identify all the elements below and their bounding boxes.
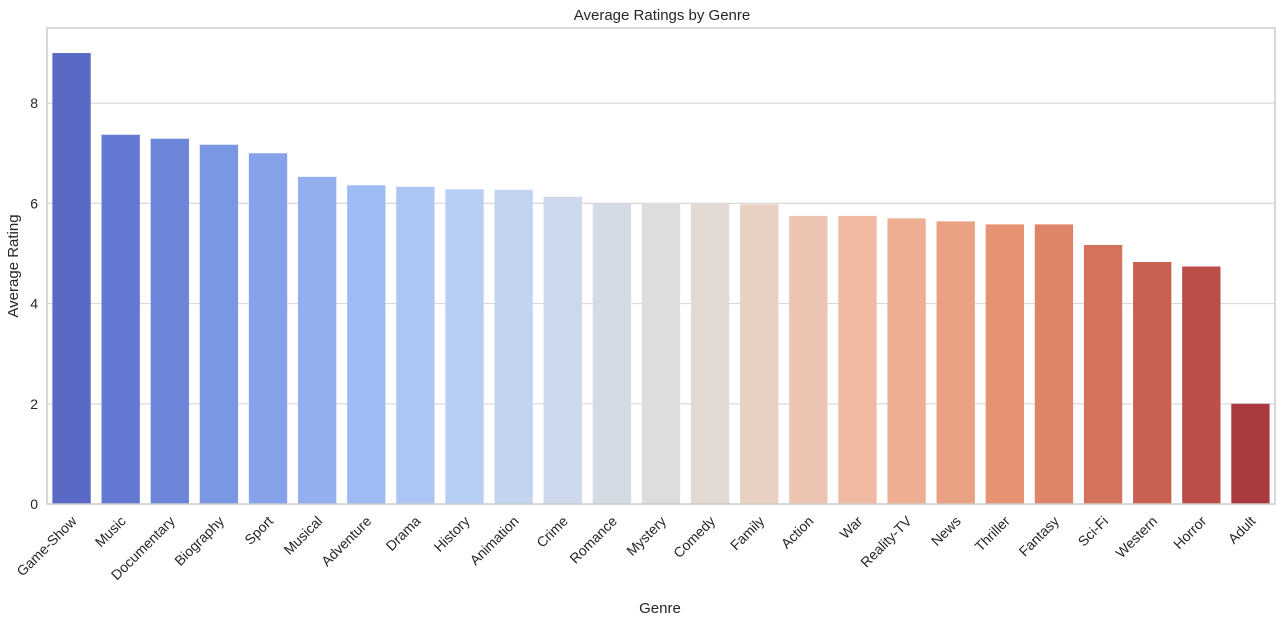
- bar-musical: [298, 176, 337, 505]
- x-tick-label: Family: [727, 513, 767, 553]
- y-tick-label: 8: [30, 95, 38, 111]
- x-tick-label: Biography: [171, 513, 227, 569]
- bar-adult: [1231, 403, 1270, 504]
- y-tick-label: 2: [30, 396, 38, 412]
- bar-family: [740, 204, 779, 504]
- bars: [52, 53, 1270, 505]
- bar-drama: [396, 186, 435, 504]
- x-tick-label: Mystery: [623, 513, 669, 559]
- x-tick-label: Western: [1112, 513, 1160, 561]
- y-tick-label: 4: [30, 296, 38, 312]
- x-tick-label: Adult: [1225, 513, 1259, 547]
- x-tick-label: History: [431, 513, 473, 555]
- x-tick-label: Music: [92, 513, 129, 550]
- x-tick-label: Musical: [280, 513, 325, 558]
- y-tick-label: 0: [30, 496, 38, 512]
- bar-fantasy: [1034, 224, 1074, 504]
- plot-frame: [46, 27, 1276, 505]
- x-tick-label: Reality-TV: [857, 512, 915, 570]
- bar-reality-tv: [887, 218, 926, 504]
- bar-crime: [543, 196, 582, 504]
- bar-sci-fi: [1083, 244, 1123, 504]
- bar-news: [936, 221, 975, 504]
- bar-documentary: [150, 138, 189, 504]
- x-tick-label: News: [928, 513, 964, 549]
- x-tick-label: Adventure: [318, 513, 375, 570]
- x-tick-label: Comedy: [670, 513, 718, 561]
- chart-title: Average Ratings by Genre: [574, 7, 751, 24]
- x-tick-label: Horror: [1170, 513, 1210, 553]
- x-axis-label: Genre: [639, 600, 681, 617]
- bar-music: [101, 134, 140, 504]
- bar-mystery: [641, 203, 681, 505]
- y-axis-label: Average Rating: [5, 214, 22, 317]
- x-tick-label: Action: [778, 513, 817, 552]
- x-tick-label: Game-Show: [13, 512, 80, 579]
- x-tick-label: Thriller: [971, 513, 1013, 555]
- bar-animation: [494, 189, 533, 504]
- bar-thriller: [985, 224, 1024, 504]
- bar-western: [1133, 261, 1172, 504]
- bar-war: [838, 215, 877, 505]
- x-tick-label: War: [836, 513, 865, 542]
- bar-horror: [1182, 266, 1221, 504]
- bar-comedy: [690, 203, 730, 505]
- x-tick-label: Sport: [241, 513, 276, 548]
- y-tick-label: 6: [30, 195, 38, 211]
- bar-history: [445, 189, 484, 505]
- x-tick-label: Sci-Fi: [1075, 513, 1112, 550]
- x-tick-label: Drama: [382, 513, 423, 554]
- x-tick-label: Animation: [466, 513, 521, 568]
- bar-game-show: [52, 53, 91, 504]
- x-tick-label: Fantasy: [1016, 513, 1063, 560]
- bar-romance: [592, 203, 632, 505]
- bar-sport: [248, 153, 288, 504]
- y-tick-labels: 0 2 4 6 8: [30, 95, 38, 512]
- bar-adventure: [347, 185, 386, 505]
- bar-biography: [199, 144, 239, 504]
- x-tick-label: Crime: [533, 513, 571, 551]
- x-tick-label: Romance: [566, 513, 620, 567]
- bar-action: [789, 215, 828, 505]
